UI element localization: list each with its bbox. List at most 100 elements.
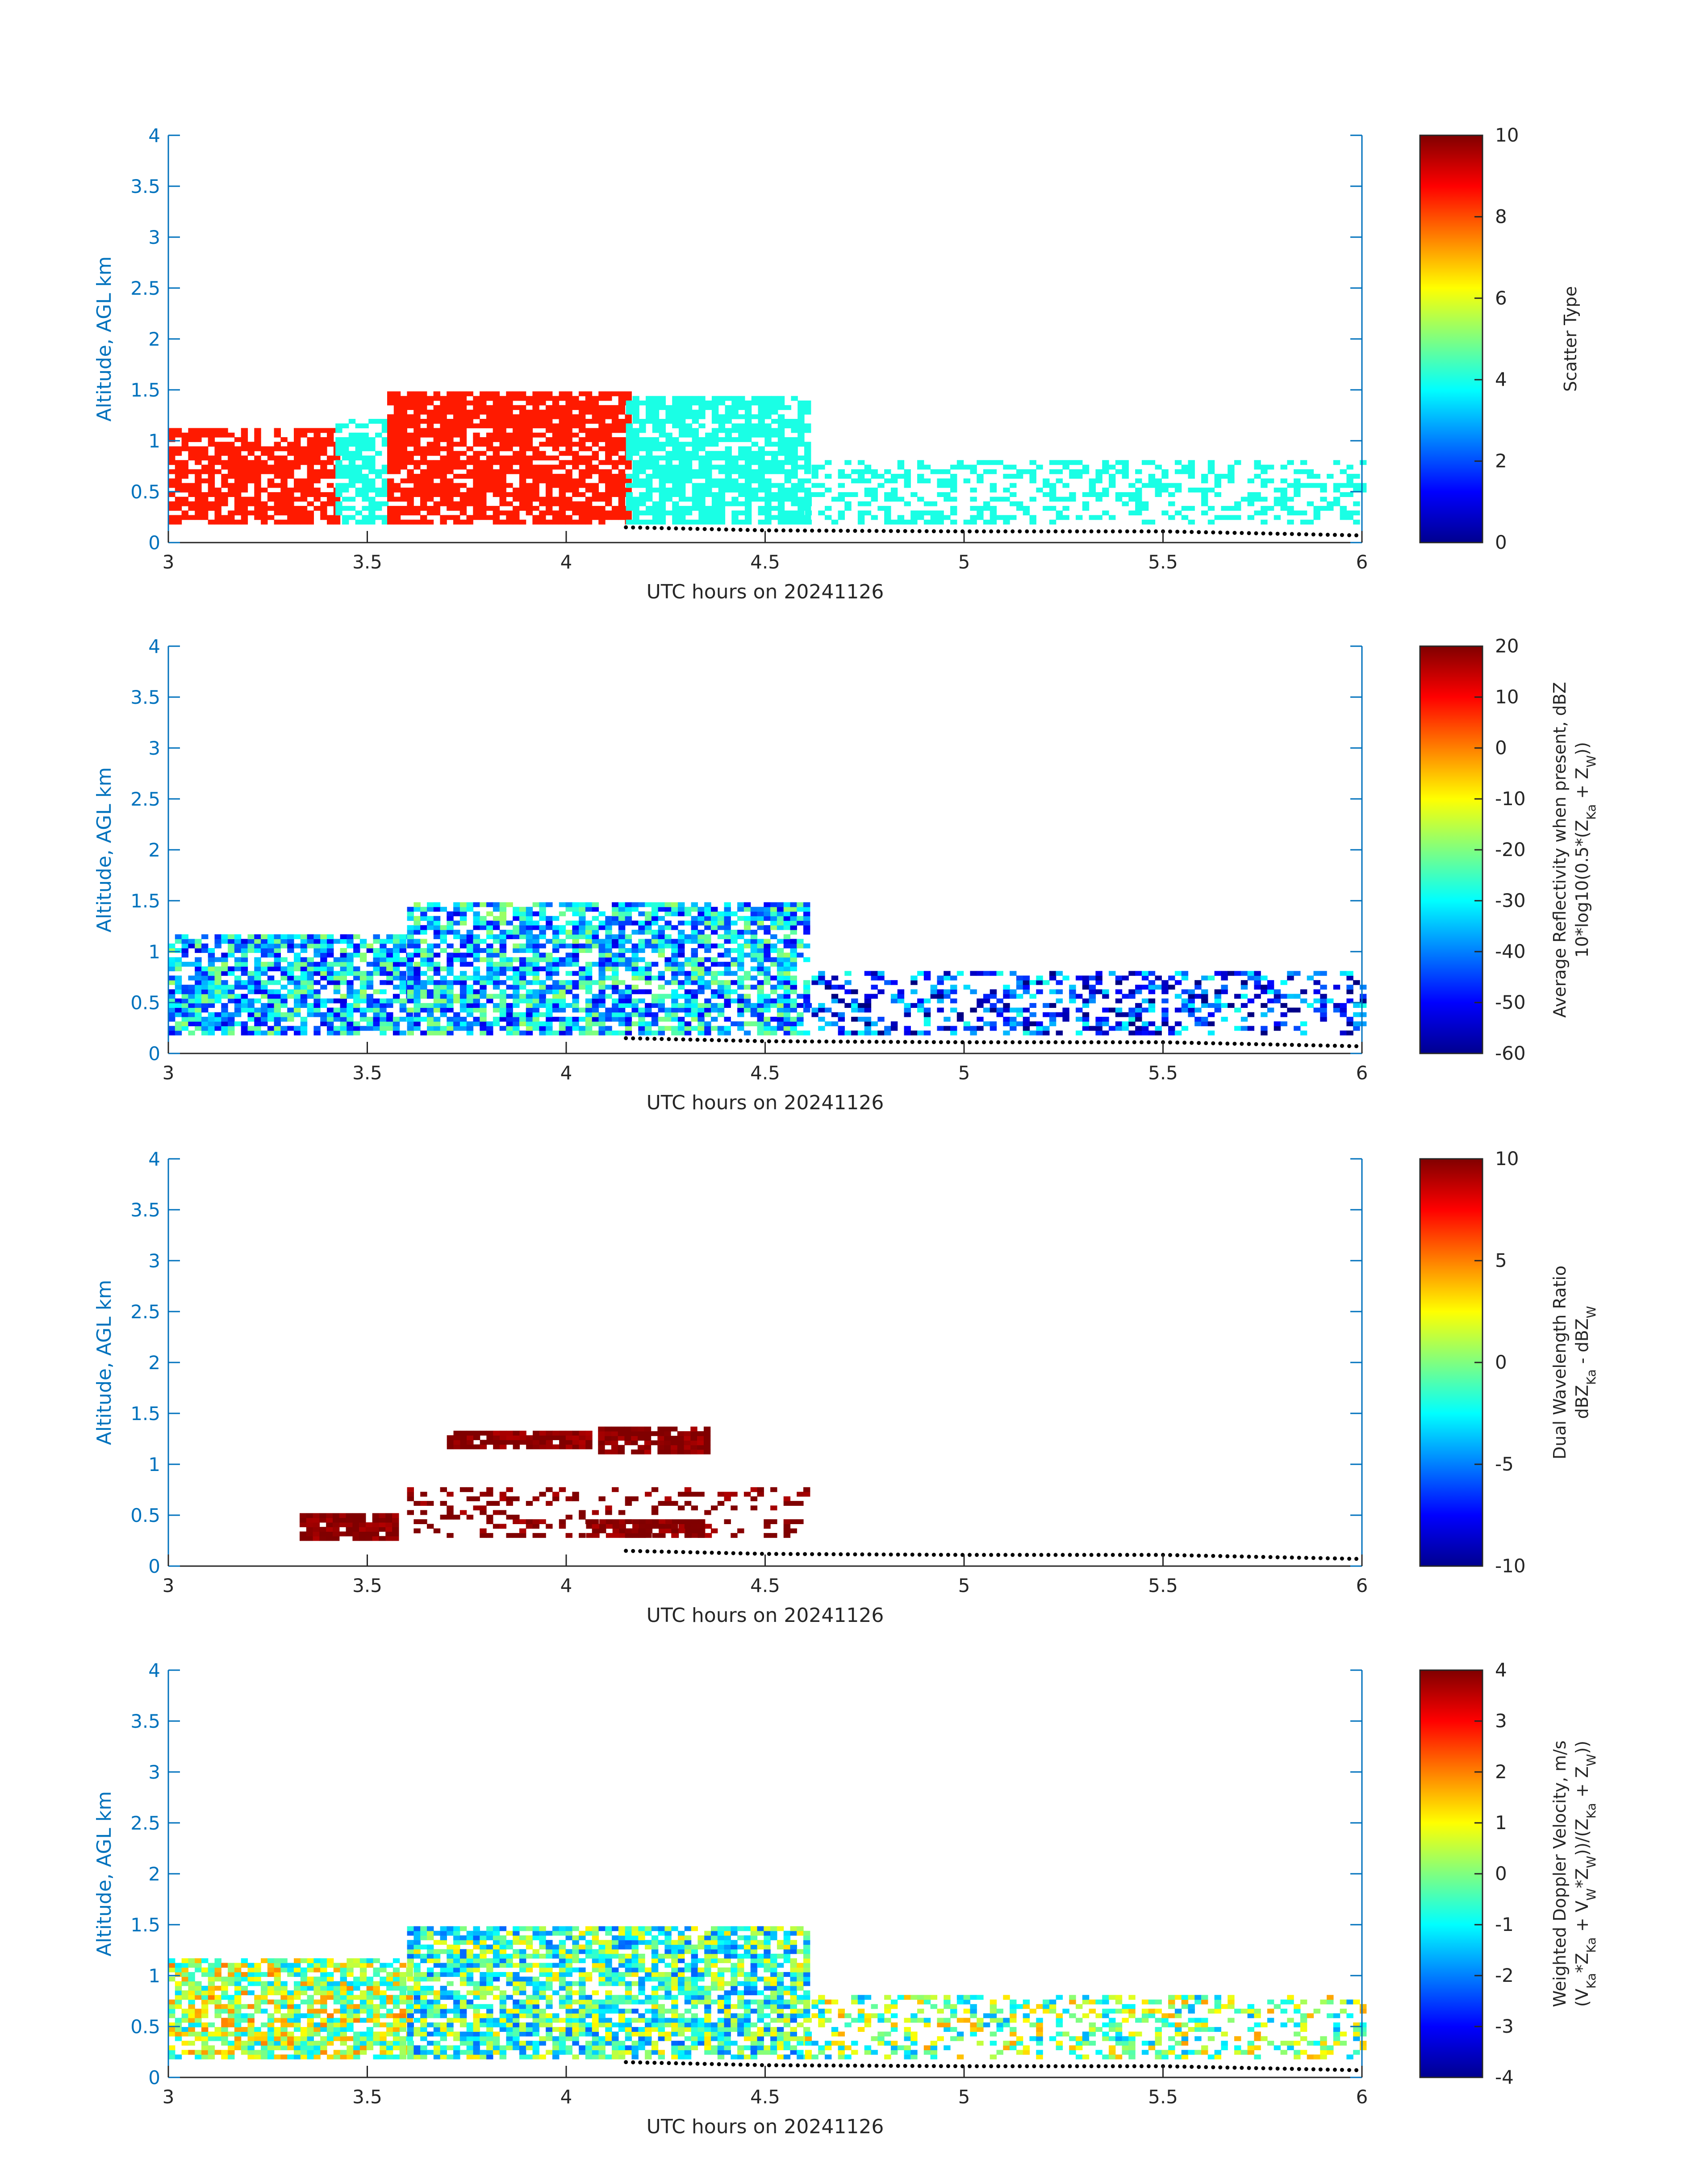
heatmap-cell <box>692 432 699 438</box>
heatmap-cell <box>274 497 281 502</box>
heatmap-cell <box>612 939 619 944</box>
ground-dot <box>1003 1040 1008 1045</box>
heatmap-cell <box>175 501 182 506</box>
heatmap-cell <box>1181 975 1189 981</box>
heatmap-cell <box>294 953 301 958</box>
heatmap-cell <box>355 519 362 525</box>
heatmap-cell <box>990 469 997 474</box>
heatmap-cell <box>307 483 314 488</box>
heatmap-cell <box>605 487 612 493</box>
heatmap-cell <box>413 998 421 1003</box>
heatmap-cell <box>1346 975 1353 981</box>
heatmap-cell <box>738 432 745 438</box>
heatmap-cell <box>1109 971 1116 976</box>
heatmap-cell <box>427 948 434 953</box>
heatmap-cell <box>626 506 633 511</box>
heatmap-cell <box>804 464 811 470</box>
heatmap-cell <box>480 391 487 397</box>
heatmap-cell <box>320 442 327 447</box>
heatmap-cell <box>664 1007 672 1013</box>
heatmap-cell <box>611 446 619 451</box>
heatmap-cell <box>1234 506 1241 511</box>
heatmap-cell <box>355 446 362 451</box>
heatmap-cell <box>724 1030 731 1036</box>
heatmap-cell <box>618 948 626 953</box>
heatmap-cell <box>798 405 805 410</box>
heatmap-cell <box>407 501 414 506</box>
heatmap-cell <box>631 975 639 981</box>
heatmap-cell <box>572 487 579 493</box>
heatmap-cell <box>181 1012 188 1017</box>
heatmap-cell <box>1102 994 1109 999</box>
heatmap-cell <box>1327 998 1334 1003</box>
heatmap-cell <box>373 1003 380 1008</box>
heatmap-cell <box>1010 515 1017 520</box>
heatmap-cell <box>499 920 507 926</box>
heatmap-cell <box>684 1026 692 1031</box>
heatmap-cell <box>386 971 393 976</box>
heatmap-cell <box>632 506 639 511</box>
heatmap-cell <box>579 460 586 465</box>
heatmap-cell <box>221 1026 228 1031</box>
heatmap-cell <box>783 939 791 944</box>
heatmap-cell <box>744 478 752 484</box>
heatmap-cell <box>373 934 380 940</box>
heatmap-cell <box>493 483 500 488</box>
heatmap-cell <box>440 423 447 429</box>
heatmap-cell <box>447 391 454 397</box>
heatmap-cell <box>532 998 539 1003</box>
heatmap-cell <box>844 492 852 497</box>
heatmap-cell <box>646 442 653 447</box>
heatmap-cell <box>844 460 852 465</box>
heatmap-cell <box>618 409 626 415</box>
heatmap-cell <box>175 446 182 451</box>
heatmap-cell <box>413 1026 421 1031</box>
heatmap-cell <box>692 519 699 525</box>
heatmap-cell <box>519 446 526 451</box>
heatmap-cell <box>1313 980 1320 985</box>
heatmap-cell <box>201 1030 209 1036</box>
heatmap-cell <box>631 1007 639 1013</box>
heatmap-cell <box>758 414 765 419</box>
heatmap-cell <box>294 506 301 511</box>
heatmap-cell <box>897 515 905 520</box>
heatmap-cell <box>698 455 706 460</box>
heatmap-cell <box>565 437 572 442</box>
heatmap-cell <box>937 998 944 1003</box>
heatmap-cell <box>626 409 633 415</box>
heatmap-cell <box>493 478 500 484</box>
heatmap-cell <box>320 961 327 967</box>
heatmap-cell <box>201 464 209 470</box>
heatmap-cell <box>181 1016 188 1022</box>
heatmap-cell <box>362 506 369 511</box>
heatmap-cell <box>1069 460 1076 465</box>
heatmap-cell <box>1240 985 1248 990</box>
heatmap-cell <box>784 460 791 465</box>
heatmap-cell <box>671 994 678 999</box>
heatmap-cell <box>784 515 791 520</box>
heatmap-cell <box>347 980 354 985</box>
heatmap-cell <box>413 930 421 935</box>
heatmap-cell <box>731 414 739 419</box>
heatmap-cell <box>519 966 526 971</box>
heatmap-cell <box>539 1026 546 1031</box>
heatmap-cell <box>447 451 454 456</box>
heatmap-cell <box>738 483 745 488</box>
heatmap-cell <box>579 423 586 429</box>
heatmap-cell <box>565 980 572 985</box>
heatmap-cell <box>532 939 539 944</box>
heatmap-cell <box>572 961 579 967</box>
heatmap-cell <box>359 994 367 999</box>
heatmap-cell <box>426 460 434 465</box>
heatmap-cell <box>770 961 777 967</box>
heatmap-cell <box>440 469 447 474</box>
heatmap-cell <box>1155 483 1162 488</box>
heatmap-cell <box>717 1026 725 1031</box>
heatmap-cell <box>1254 510 1261 516</box>
heatmap-cell <box>355 451 362 456</box>
heatmap-cell <box>175 966 182 971</box>
heatmap-cell <box>1188 519 1195 525</box>
heatmap-cell <box>433 1016 441 1022</box>
heatmap-cell <box>784 492 791 497</box>
heatmap-cell <box>1102 469 1109 474</box>
